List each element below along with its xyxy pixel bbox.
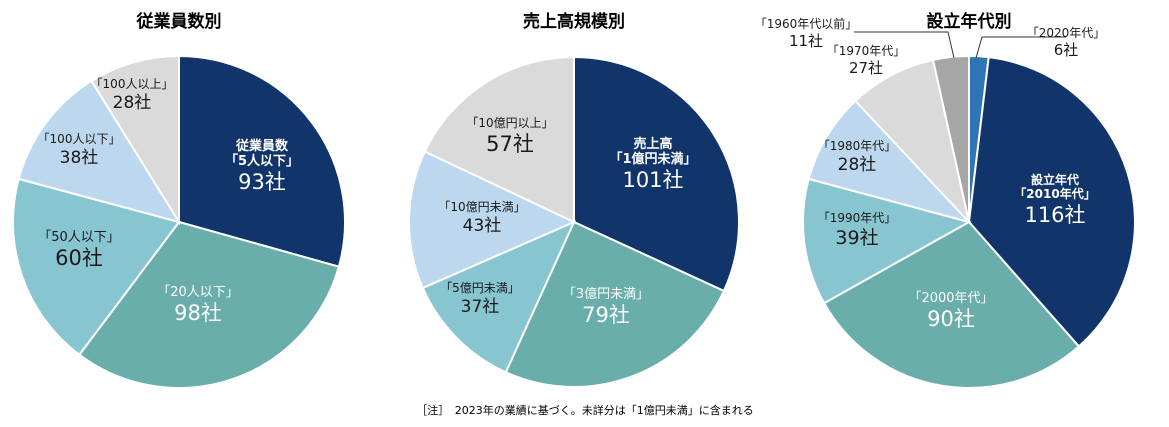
slice-value: 28社 bbox=[838, 155, 877, 175]
pie-slice bbox=[573, 55, 740, 293]
slice-label: 「100人以上」 bbox=[91, 77, 174, 91]
leader-line bbox=[975, 36, 1066, 59]
slice-value: 6社 bbox=[1054, 41, 1079, 59]
slice-value: 116社 bbox=[1024, 203, 1085, 227]
pie-slice bbox=[807, 99, 973, 224]
pie-slice bbox=[17, 79, 182, 224]
slice-value: 39社 bbox=[835, 227, 878, 249]
slice-label: 「10億円以上」 bbox=[466, 116, 553, 130]
slice-value: 98社 bbox=[174, 301, 222, 325]
slice-value: 37社 bbox=[461, 297, 500, 317]
slice-label: 「2020年代」 bbox=[1027, 26, 1106, 40]
pie-slice bbox=[822, 220, 1081, 389]
slice-label: 従業員数「5人以下」 bbox=[225, 138, 299, 169]
pie-slice bbox=[178, 54, 346, 268]
slice-label: 「20人以下」 bbox=[157, 285, 239, 300]
slice-label: 設立年代「2010年代」 bbox=[1014, 172, 1095, 201]
slice-label: 「100人以下」 bbox=[38, 132, 121, 146]
pie-slice bbox=[12, 177, 181, 357]
slice-label: 「1970年代」 bbox=[827, 44, 906, 58]
slice-label: 「1960年代以前」 bbox=[755, 16, 858, 31]
pie-slice bbox=[504, 220, 726, 388]
slice-value: 57社 bbox=[486, 132, 534, 156]
chart-title: 従業員数別 bbox=[136, 11, 222, 32]
pie-slice bbox=[408, 150, 577, 290]
pie-slice bbox=[90, 54, 180, 226]
slice-value: 60社 bbox=[55, 246, 103, 270]
slice-label: 「2000年代」 bbox=[908, 291, 993, 306]
slice-label: 「1980年代」 bbox=[818, 139, 897, 153]
slice-value: 43社 bbox=[463, 216, 502, 236]
slice-value: 93社 bbox=[238, 170, 286, 194]
pie-slice bbox=[967, 56, 1136, 348]
pie-slice bbox=[421, 220, 576, 374]
slice-label: 「50人以下」 bbox=[38, 230, 120, 245]
pie-slice bbox=[931, 54, 970, 223]
leader-line bbox=[854, 31, 955, 59]
footnote: ［注］ 2023年の業績に基づく。未詳分は「1億円未満」に含まれる bbox=[416, 403, 754, 417]
slice-label: 「3億円未満」 bbox=[563, 286, 649, 302]
slice-value: 27社 bbox=[849, 59, 883, 77]
slice-value: 101社 bbox=[622, 168, 683, 192]
slice-value: 28社 bbox=[113, 93, 152, 113]
slice-label: 「10億円未満」 bbox=[438, 200, 525, 214]
slice-value: 79社 bbox=[582, 303, 630, 327]
pie-slice bbox=[77, 220, 341, 389]
slice-label: 売上高「1億円未満」 bbox=[609, 136, 696, 167]
chart-title: 売上高規模別 bbox=[523, 11, 625, 32]
pie-slice bbox=[423, 55, 575, 224]
slice-value: 90社 bbox=[927, 307, 975, 331]
slice-value: 38社 bbox=[60, 148, 99, 168]
pie-slice bbox=[802, 177, 972, 305]
slice-label: 「1990年代」 bbox=[818, 211, 897, 225]
pie-founding: 設立年代別「2020年代」6社設立年代「2010年代」116社「2000年代」9… bbox=[755, 11, 1136, 389]
slice-value: 11社 bbox=[789, 32, 823, 50]
pie-slice bbox=[854, 58, 971, 226]
chart-title: 設立年代別 bbox=[927, 11, 1012, 32]
slice-label: 「5億円未満」 bbox=[440, 281, 520, 295]
